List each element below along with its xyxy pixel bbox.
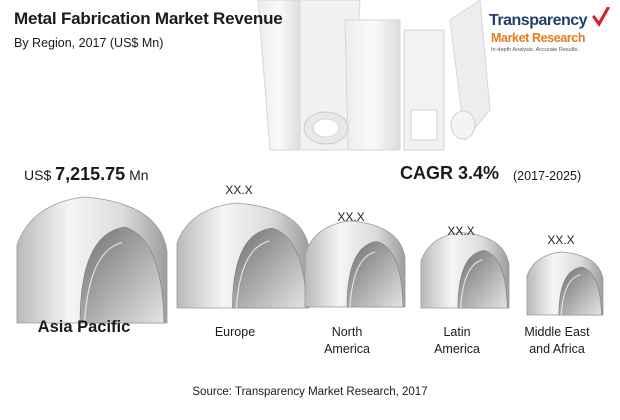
value-label-3: XX.X [337,210,364,224]
bar-5 [526,251,604,316]
category-label-1: Asia Pacific [38,318,131,336]
top-value-label: US$ 7,215.75 Mn [24,164,149,185]
currency-prefix: US$ [24,167,52,183]
logo-name: Transparency [489,12,588,29]
logo-subname: Market Research [491,31,586,45]
bar-1 [16,196,168,324]
top-value: 7,215.75 [55,164,126,184]
bar-3 [304,220,406,308]
category-label-2: Europe [215,325,255,339]
checkmark-icon [592,7,610,27]
category-label-5: Middle East and Africa [524,325,590,356]
value-label-4: XX.X [447,224,474,238]
value-label-5: XX.X [547,233,574,247]
company-logo: Transparency Market Research In-depth An… [489,7,611,58]
cagr-period: (2017-2025) [513,169,582,183]
category-label-3: North America [324,325,370,356]
chart-subtitle: By Region, 2017 (US$ Mn) [14,36,164,50]
category-label-4: Latin America [434,325,480,356]
logo-tagline: In-depth Analysis. Accurate Results. [491,47,579,53]
cagr-label: CAGR 3.4% [400,163,500,183]
chart-title: Metal Fabrication Market Revenue [14,9,283,28]
source-note: Source: Transparency Market Research, 20… [192,386,428,398]
bar-2 [176,202,310,309]
value-unit: Mn [129,167,149,183]
value-label-2: XX.X [225,183,252,197]
bar-4 [420,231,510,309]
